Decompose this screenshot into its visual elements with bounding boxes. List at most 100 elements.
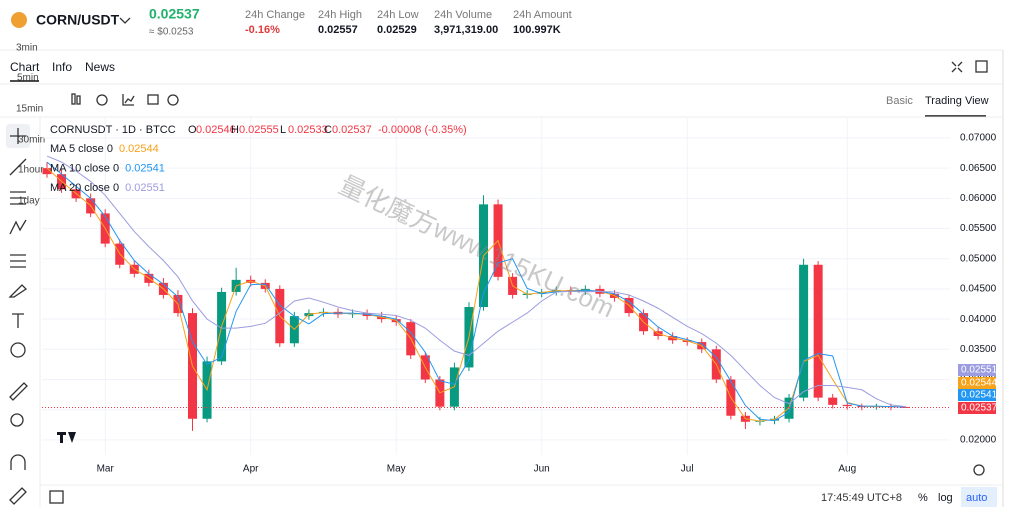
y-tick-label: 0.05500 <box>960 223 997 234</box>
candle-body <box>900 406 910 408</box>
view-basic[interactable]: Basic <box>886 95 913 107</box>
timeframe[interactable]: 1hour <box>18 165 44 176</box>
legend-symbol: CORNUSDT · 1D · BTCC <box>50 124 176 136</box>
layout-icon[interactable] <box>147 94 159 105</box>
popout-icon[interactable] <box>975 60 988 73</box>
cross-tool[interactable] <box>10 128 26 144</box>
y-tick-label: 0.05000 <box>960 253 997 264</box>
tab[interactable]: News <box>85 60 115 74</box>
lock-tool[interactable] <box>9 487 27 505</box>
price-tag <box>958 377 996 389</box>
text-tool[interactable] <box>12 313 24 328</box>
y-tick-label: 0.03500 <box>960 344 997 355</box>
zoom-tool[interactable] <box>10 413 24 427</box>
candle-body <box>828 397 838 405</box>
stat-label: 24h Amount <box>513 9 572 21</box>
stat-label: 24h Volume <box>434 9 492 21</box>
view-tradingview[interactable]: Trading View <box>925 95 989 107</box>
clock: 17:45:49 UTC+8 <box>821 492 902 504</box>
legend-name: MA 20 close 0 <box>50 182 119 194</box>
stat-value: 0.02529 <box>377 24 417 36</box>
legend-ohlc-value: 0.02533 <box>288 124 328 136</box>
price-tag <box>958 389 996 401</box>
timeframe[interactable]: 5min <box>17 73 39 84</box>
timeframe[interactable]: 1day <box>18 196 40 207</box>
stats: 24h Change -0.16% 24h High 0.02557 24h Low 0.… <box>245 9 572 36</box>
price-tag-label: 0.02551 <box>961 365 998 376</box>
auto-toggle[interactable]: auto <box>966 492 987 504</box>
legend-ohlc-label: H <box>231 124 239 136</box>
y-tick-label: 0.06500 <box>960 163 997 174</box>
legend-name: MA 5 close 0 <box>50 143 113 155</box>
price-tag <box>958 364 996 376</box>
price: 0.02537 <box>149 6 200 22</box>
y-tick-label: 0.07000 <box>960 133 997 144</box>
indicator-icon[interactable] <box>122 94 135 106</box>
dropdown-icon[interactable] <box>119 17 131 24</box>
x-tick-label: Jun <box>534 464 550 475</box>
legend-ohlc-value: 0.02537 <box>332 124 372 136</box>
tab[interactable]: Info <box>52 60 72 74</box>
y-tick-label: 0.04000 <box>960 314 997 325</box>
legend-name: MA 10 close 0 <box>50 162 119 174</box>
snapshot-icon[interactable] <box>167 94 179 106</box>
legend-ohlc-label: O <box>188 124 197 136</box>
legend-ohlc-label: C <box>324 124 332 136</box>
magnet-tool[interactable] <box>10 454 26 470</box>
ma-line <box>46 167 906 422</box>
ruler-tool[interactable] <box>9 382 28 401</box>
candle-body <box>42 168 52 175</box>
legend-value: 0.02544 <box>119 143 159 155</box>
percent-toggle[interactable]: % <box>918 492 928 504</box>
approx-price: ≈ $0.0253 <box>149 27 194 38</box>
legend-ohlc-label: L <box>280 124 286 136</box>
measure-tool[interactable] <box>10 254 26 268</box>
x-tick-label: Jul <box>681 464 694 475</box>
chart-toolbar <box>71 93 179 106</box>
candle-icon[interactable] <box>76 95 81 105</box>
candle-body <box>799 264 809 398</box>
legend-change: -0.00008 (-0.35%) <box>378 124 467 136</box>
timeframe[interactable]: 15min <box>16 104 43 115</box>
stat-value: 0.02557 <box>318 24 358 36</box>
settings-icon[interactable] <box>96 94 108 106</box>
y-tick-label: 0.02000 <box>960 435 997 446</box>
price-tag-label: 0.02537 <box>961 403 998 414</box>
symbol[interactable]: CORN/USDT <box>36 12 120 28</box>
calendar-icon[interactable] <box>49 490 64 504</box>
price-tag-label: 0.02544 <box>961 378 998 389</box>
ma-line <box>46 155 906 408</box>
price-tag-label: 0.02541 <box>961 390 998 401</box>
candle-icon[interactable] <box>71 93 76 105</box>
price-tag <box>958 402 996 414</box>
stat-value: 100.997K <box>513 24 561 36</box>
coin-logo <box>11 12 27 28</box>
tab[interactable]: Chart <box>10 60 40 74</box>
log-toggle[interactable]: log <box>938 492 953 504</box>
chart: 0.020000.025000.030000.035000.040000.045… <box>42 118 998 475</box>
legend-value: 0.02551 <box>125 182 165 194</box>
pattern-tool[interactable] <box>9 219 27 235</box>
emoji-tool[interactable] <box>10 342 26 358</box>
y-tick-label: 0.06000 <box>960 193 997 204</box>
axis-settings-icon[interactable] <box>973 464 985 476</box>
fullscreen-icon[interactable] <box>951 61 963 73</box>
x-tick-label: Apr <box>243 464 259 475</box>
x-tick-label: Aug <box>838 464 856 475</box>
brush-tool[interactable] <box>8 284 28 298</box>
stat-label: 24h Low <box>377 9 419 21</box>
auto-bg <box>961 487 997 507</box>
x-tick-label: May <box>387 464 406 475</box>
timeframe[interactable]: 30min <box>18 135 45 146</box>
x-tick-label: Mar <box>97 464 115 475</box>
fib-tool[interactable] <box>10 191 26 205</box>
legend-ohlc-value: 0.02555 <box>239 124 279 136</box>
y-tick-label: 0.04500 <box>960 284 997 295</box>
stat-label: 24h High <box>318 9 362 21</box>
legend-value: 0.02541 <box>125 162 165 174</box>
stat-value: -0.16% <box>245 24 280 36</box>
timeframe[interactable]: 3min <box>16 43 38 54</box>
stat-value: 3,971,319.00 <box>434 24 498 36</box>
line-tool[interactable] <box>9 158 27 176</box>
